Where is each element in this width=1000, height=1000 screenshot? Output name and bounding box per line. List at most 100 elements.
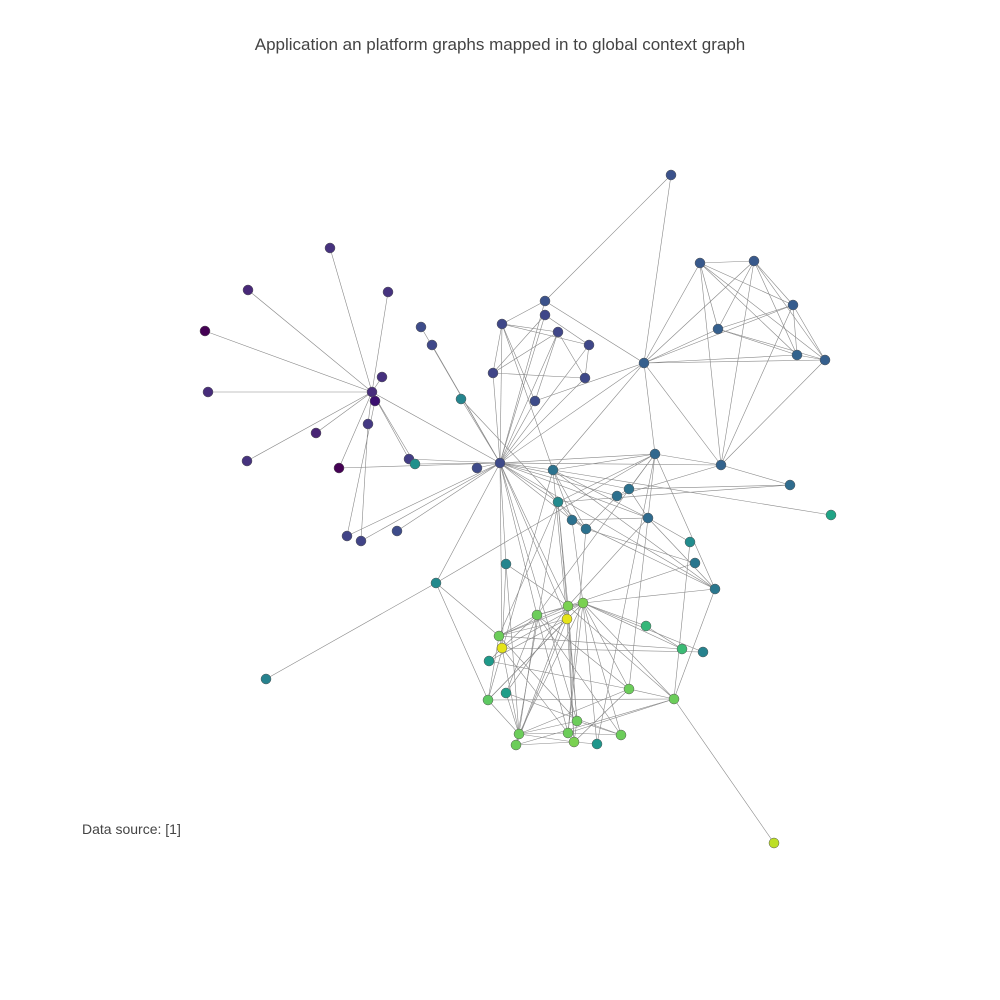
node[interactable]: [591, 738, 603, 750]
edge: [582, 602, 675, 700]
node[interactable]: [539, 295, 551, 307]
node[interactable]: [333, 462, 345, 474]
node[interactable]: [640, 620, 652, 632]
node[interactable]: [712, 323, 724, 335]
node[interactable]: [568, 736, 580, 748]
node[interactable]: [642, 512, 654, 524]
node[interactable]: [260, 673, 272, 685]
edge: [753, 260, 798, 356]
node[interactable]: [409, 458, 421, 470]
node[interactable]: [623, 483, 635, 495]
node[interactable]: [819, 354, 831, 366]
node[interactable]: [566, 514, 578, 526]
node[interactable]: [684, 536, 696, 548]
node[interactable]: [689, 557, 701, 569]
node[interactable]: [415, 321, 427, 333]
node[interactable]: [455, 393, 467, 405]
node[interactable]: [579, 372, 591, 384]
node[interactable]: [715, 459, 727, 471]
node[interactable]: [369, 395, 381, 407]
node[interactable]: [242, 284, 254, 296]
edge: [360, 462, 501, 542]
node[interactable]: [382, 286, 394, 298]
node[interactable]: [748, 255, 760, 267]
node[interactable]: [202, 386, 214, 398]
node[interactable]: [649, 448, 661, 460]
node[interactable]: [825, 509, 837, 521]
edge: [435, 582, 500, 637]
node[interactable]: [665, 169, 677, 181]
node[interactable]: [539, 309, 551, 321]
node[interactable]: [496, 318, 508, 330]
node[interactable]: [310, 427, 322, 439]
node[interactable]: [615, 729, 627, 741]
edge: [371, 391, 501, 464]
node[interactable]: [768, 837, 780, 849]
node[interactable]: [561, 613, 573, 625]
node[interactable]: [529, 395, 541, 407]
edge: [717, 328, 798, 356]
node[interactable]: [241, 455, 253, 467]
node[interactable]: [366, 386, 378, 398]
node[interactable]: [787, 299, 799, 311]
node[interactable]: [611, 490, 623, 502]
node[interactable]: [355, 535, 367, 547]
edge: [499, 323, 503, 464]
node[interactable]: [638, 357, 650, 369]
node[interactable]: [494, 457, 506, 469]
node[interactable]: [341, 530, 353, 542]
node[interactable]: [324, 242, 336, 254]
node[interactable]: [694, 257, 706, 269]
node[interactable]: [496, 642, 508, 654]
node[interactable]: [709, 583, 721, 595]
node[interactable]: [426, 339, 438, 351]
edge: [499, 453, 656, 464]
node[interactable]: [376, 371, 388, 383]
edge: [567, 732, 622, 736]
edge: [536, 614, 630, 690]
node[interactable]: [493, 630, 505, 642]
edge: [544, 314, 590, 346]
edge: [435, 453, 656, 584]
node[interactable]: [552, 496, 564, 508]
node[interactable]: [482, 694, 494, 706]
edge: [492, 331, 559, 374]
node[interactable]: [562, 600, 574, 612]
node[interactable]: [571, 715, 583, 727]
node[interactable]: [784, 479, 796, 491]
edge: [315, 391, 373, 434]
node[interactable]: [513, 728, 525, 740]
node[interactable]: [623, 683, 635, 695]
node[interactable]: [577, 597, 589, 609]
node[interactable]: [500, 558, 512, 570]
node[interactable]: [391, 525, 403, 537]
edge: [717, 260, 755, 330]
edge: [488, 660, 630, 690]
node[interactable]: [483, 655, 495, 667]
edge: [654, 453, 722, 466]
node[interactable]: [547, 464, 559, 476]
node[interactable]: [676, 643, 688, 655]
edge: [498, 501, 559, 637]
edge: [499, 377, 586, 464]
node[interactable]: [791, 349, 803, 361]
edge: [643, 354, 798, 364]
node[interactable]: [430, 577, 442, 589]
node[interactable]: [552, 326, 564, 338]
node[interactable]: [500, 687, 512, 699]
edge: [582, 602, 647, 627]
edge: [499, 462, 507, 565]
node[interactable]: [697, 646, 709, 658]
node[interactable]: [531, 609, 543, 621]
node[interactable]: [562, 727, 574, 739]
node[interactable]: [510, 739, 522, 751]
node[interactable]: [668, 693, 680, 705]
node[interactable]: [487, 367, 499, 379]
edge: [567, 562, 696, 607]
node[interactable]: [583, 339, 595, 351]
node[interactable]: [199, 325, 211, 337]
node[interactable]: [580, 523, 592, 535]
node[interactable]: [471, 462, 483, 474]
node[interactable]: [362, 418, 374, 430]
